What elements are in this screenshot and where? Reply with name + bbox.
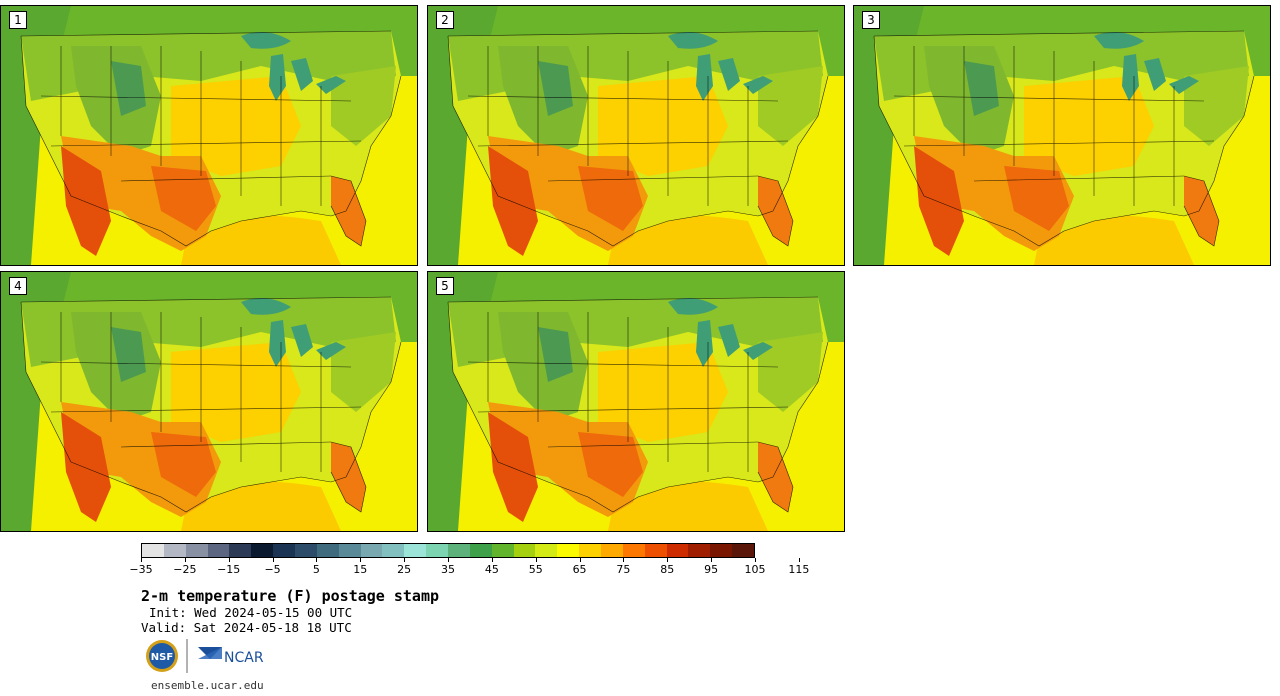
nsf-logo: NSF [146,640,178,672]
ensemble-member-panel-5: 5 [427,271,845,532]
colorbar-swatch-19 [557,544,580,557]
colorbar-swatch-26 [710,544,733,557]
ensemble-member-panel-1: 1 [0,5,418,266]
colorbar-tick [491,558,493,562]
ensemble-member-panel-4: 4 [0,271,418,532]
colorbar-swatch-18 [535,544,558,557]
colorbar-swatch-5 [251,544,274,557]
temperature-map [854,6,1270,265]
colorbar-tick-label: 105 [744,563,766,576]
figure-title: 2-m temperature (F) postage stamp [141,587,440,605]
temperature-map [428,6,844,265]
ncar-logo-text: NCAR [224,650,264,666]
colorbar-swatch-11 [382,544,405,557]
init-time-label: Init: Wed 2024-05-15 00 UTC [149,605,353,620]
member-number-label: 1 [9,11,27,29]
logos: NSF NCAR [146,639,264,673]
colorbar-swatch-0 [142,544,164,557]
colorbar-tick [579,558,581,562]
ncar-logo: NCAR [198,647,264,666]
ensemble-member-panel-3: 3 [853,5,1271,266]
colorbar-tick-label: −15 [217,563,241,576]
nsf-logo-text: NSF [151,652,173,663]
colorbar-swatch-16 [491,544,514,557]
temperature-map [1,272,417,531]
colorbar-tick [404,558,406,562]
colorbar-tick [535,558,537,562]
colorbar-tick-label: 75 [616,563,631,576]
colorbar-tick [316,558,318,562]
ensemble-member-panel-2: 2 [427,5,845,266]
colorbar-swatch-23 [644,544,667,557]
temperature-colorbar [141,543,755,558]
colorbar-swatch-3 [207,544,230,557]
colorbar-tick [448,558,449,562]
member-number-label: 4 [9,277,27,295]
colorbar-ticks: −35 −25 −15 −5 5 15 25 35 45 55 65 75 85 95 105 115 [129,558,809,578]
colorbar-tick [141,558,142,562]
colorbar-tick [228,558,230,562]
colorbar-swatch-24 [666,544,689,557]
colorbar-tick-label: 55 [528,563,543,576]
colorbar-swatch-21 [601,544,623,557]
colorbar-swatch-14 [448,544,470,557]
colorbar-tick [184,558,186,562]
colorbar-swatch-22 [622,544,645,557]
colorbar-tick-label: 45 [484,563,499,576]
temperature-map [1,6,417,265]
colorbar-swatch-1 [163,544,186,557]
colorbar-tick [798,558,800,562]
colorbar-swatch-8 [316,544,339,557]
colorbar-tick [667,558,669,562]
colorbar-swatch-15 [469,544,492,557]
colorbar-swatch-13 [426,544,449,557]
colorbar-tick [623,558,625,562]
colorbar-tick [755,558,756,562]
member-number-label: 2 [436,11,454,29]
colorbar-tick-label: −35 [129,563,153,576]
colorbar-tick [711,558,713,562]
colorbar-tick-label: −5 [264,563,281,576]
colorbar-tick-label: 25 [397,563,412,576]
colorbar-swatch-7 [295,544,317,557]
member-number-label: 5 [436,277,454,295]
colorbar-swatch-10 [360,544,383,557]
member-number-label: 3 [862,11,880,29]
colorbar-tick-label: 95 [704,563,719,576]
valid-time-label: Valid: Sat 2024-05-18 18 UTC [141,620,352,635]
colorbar-tick-label: 15 [353,563,368,576]
colorbar-tick [272,558,274,562]
colorbar-tick-label: −25 [173,563,197,576]
colorbar-swatch-6 [273,544,296,557]
colorbar-swatch-25 [688,544,711,557]
colorbar-swatch-27 [732,544,755,557]
colorbar-tick-label: 65 [572,563,587,576]
colorbar-tick-label: 85 [660,563,675,576]
footer-url: ensemble.ucar.edu [151,679,264,692]
colorbar-swatch-17 [513,544,536,557]
colorbar-tick-label: 115 [788,563,810,576]
colorbar-tick-label: 5 [312,563,320,576]
colorbar-swatch-2 [185,544,208,557]
colorbar-tick-label: 35 [441,563,455,576]
colorbar-swatch-9 [338,544,361,557]
colorbar-swatch-4 [229,544,252,557]
temperature-map [428,272,844,531]
colorbar-swatch-20 [579,544,602,557]
colorbar-swatch-12 [404,544,427,557]
colorbar-tick [360,558,362,562]
